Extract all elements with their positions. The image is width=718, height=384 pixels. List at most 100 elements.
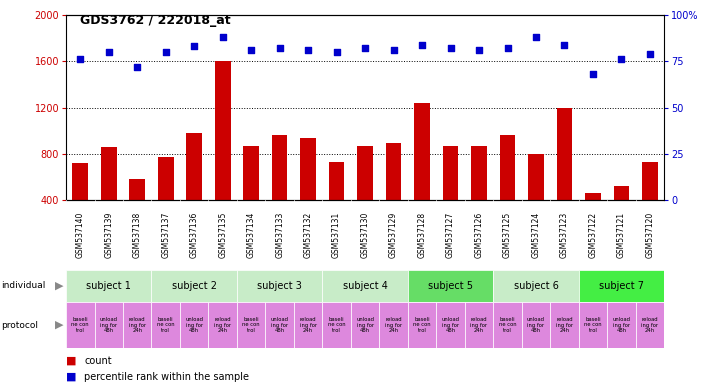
Bar (386, 143, 401, 200)
Bar (550, 302, 579, 348)
Text: baseli
ne con
trol: baseli ne con trol (499, 317, 516, 333)
Bar (158, 157, 174, 200)
Text: count: count (84, 356, 111, 366)
Text: reload
ing for
24h: reload ing for 24h (556, 317, 573, 333)
Text: GSM537126: GSM537126 (475, 212, 483, 258)
Text: unload
ing for
48h: unload ing for 48h (442, 317, 460, 333)
Bar (123, 302, 151, 348)
Text: GSM537123: GSM537123 (560, 212, 569, 258)
Text: ■: ■ (66, 356, 77, 366)
Bar (95, 302, 123, 348)
Bar (471, 146, 487, 200)
Text: GSM537140: GSM537140 (76, 212, 85, 258)
Text: protocol: protocol (1, 321, 39, 329)
Text: GSM537130: GSM537130 (360, 212, 370, 258)
Bar (528, 154, 544, 200)
Text: unload
ing for
48h: unload ing for 48h (356, 317, 374, 333)
Point (587, 71, 599, 77)
Bar (322, 302, 351, 348)
Bar (642, 162, 658, 200)
Text: ▶: ▶ (55, 320, 64, 330)
Bar (151, 270, 237, 302)
Text: subject 6: subject 6 (513, 281, 559, 291)
Text: unload
ing for
48h: unload ing for 48h (527, 317, 545, 333)
Point (644, 51, 656, 57)
Point (473, 47, 485, 53)
Text: percentile rank within the sample: percentile rank within the sample (84, 372, 249, 382)
Bar (73, 163, 88, 200)
Text: GSM537137: GSM537137 (162, 212, 170, 258)
Text: GSM537135: GSM537135 (218, 212, 227, 258)
Text: baseli
ne con
trol: baseli ne con trol (72, 317, 89, 333)
Bar (101, 147, 116, 200)
Bar (522, 302, 550, 348)
Text: GSM537138: GSM537138 (133, 212, 141, 258)
Text: reload
ing for
24h: reload ing for 24h (641, 317, 658, 333)
Bar (351, 302, 379, 348)
Text: reload
ing for
24h: reload ing for 24h (299, 317, 317, 333)
Text: GSM537134: GSM537134 (247, 212, 256, 258)
Bar (579, 302, 607, 348)
Bar (493, 270, 579, 302)
Point (559, 41, 570, 48)
Text: GSM537124: GSM537124 (531, 212, 541, 258)
Text: reload
ing for
24h: reload ing for 24h (385, 317, 402, 333)
Bar (408, 302, 437, 348)
Text: GSM537133: GSM537133 (275, 212, 284, 258)
Point (530, 34, 541, 40)
Bar (414, 103, 430, 200)
Text: reload
ing for
24h: reload ing for 24h (129, 317, 146, 333)
Bar (379, 302, 408, 348)
Text: baseli
ne con
trol: baseli ne con trol (414, 317, 431, 333)
Point (444, 45, 456, 51)
Bar (635, 302, 664, 348)
Point (359, 45, 370, 51)
Bar (300, 137, 316, 200)
Bar (329, 162, 345, 200)
Text: subject 5: subject 5 (428, 281, 473, 291)
Bar (208, 302, 237, 348)
Text: unload
ing for
48h: unload ing for 48h (271, 317, 289, 333)
Text: GSM537131: GSM537131 (332, 212, 341, 258)
Text: GSM537121: GSM537121 (617, 212, 626, 258)
Point (615, 56, 627, 63)
Bar (266, 302, 294, 348)
Text: unload
ing for
48h: unload ing for 48h (100, 317, 118, 333)
Bar (215, 61, 230, 200)
Point (217, 34, 228, 40)
Text: unload
ing for
48h: unload ing for 48h (185, 317, 203, 333)
Text: individual: individual (1, 281, 46, 291)
Bar (437, 302, 465, 348)
Point (75, 56, 86, 63)
Point (331, 49, 342, 55)
Text: reload
ing for
24h: reload ing for 24h (470, 317, 488, 333)
Bar (614, 186, 629, 200)
Text: GDS3762 / 222018_at: GDS3762 / 222018_at (80, 14, 231, 27)
Bar (66, 302, 95, 348)
Bar (443, 146, 458, 200)
Bar (408, 270, 493, 302)
Point (160, 49, 172, 55)
Text: subject 2: subject 2 (172, 281, 217, 291)
Bar (187, 133, 202, 200)
Point (188, 43, 200, 50)
Bar (607, 302, 635, 348)
Bar (500, 135, 516, 200)
Text: ■: ■ (66, 372, 77, 382)
Bar (322, 270, 408, 302)
Text: GSM537129: GSM537129 (389, 212, 398, 258)
Bar (243, 146, 259, 200)
Point (274, 45, 285, 51)
Text: unload
ing for
48h: unload ing for 48h (612, 317, 630, 333)
Point (302, 47, 314, 53)
Text: baseli
ne con
trol: baseli ne con trol (328, 317, 345, 333)
Bar (272, 135, 287, 200)
Text: GSM537128: GSM537128 (418, 212, 426, 258)
Text: subject 3: subject 3 (257, 281, 302, 291)
Text: subject 7: subject 7 (599, 281, 644, 291)
Text: ▶: ▶ (55, 281, 64, 291)
Bar (151, 302, 180, 348)
Bar (556, 108, 572, 200)
Bar (237, 270, 322, 302)
Text: GSM537127: GSM537127 (446, 212, 455, 258)
